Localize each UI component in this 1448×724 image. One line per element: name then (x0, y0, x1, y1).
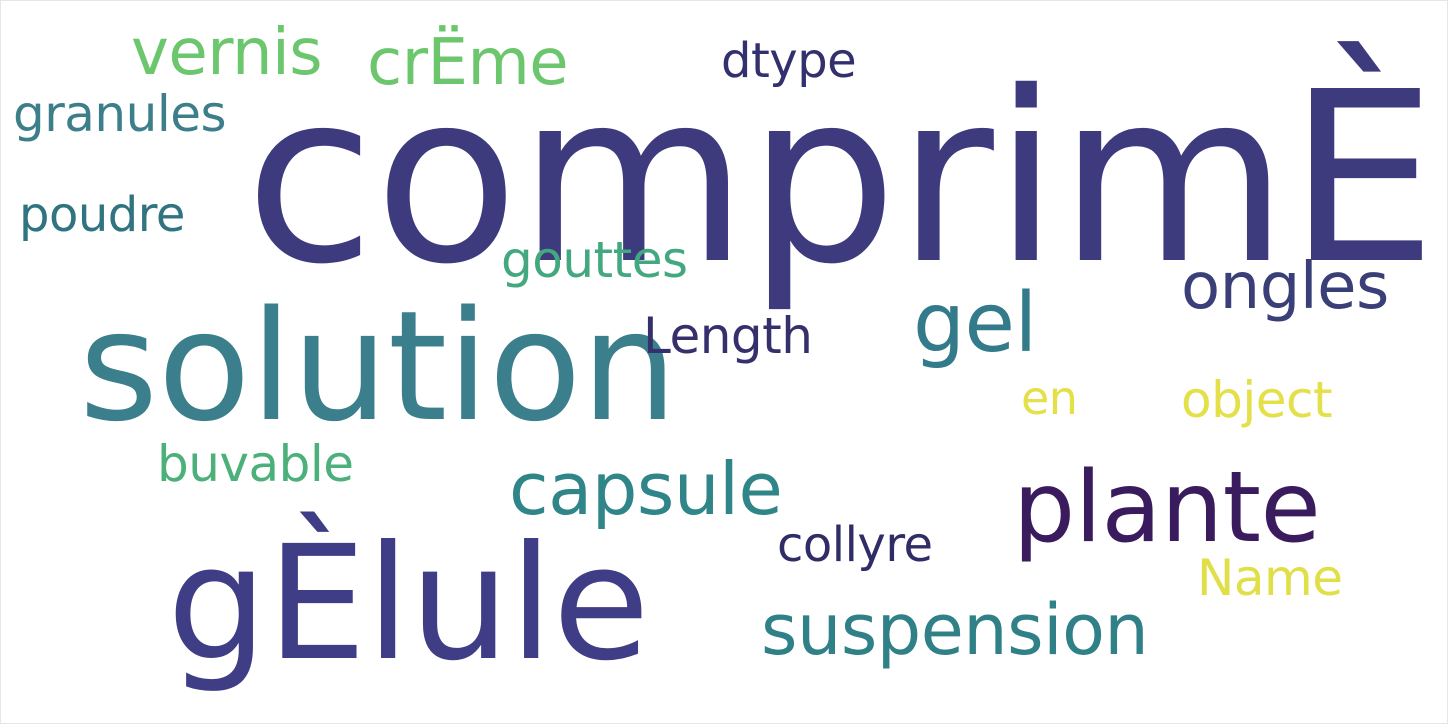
word-dtype: dtype (721, 33, 857, 89)
word-plante: plante (1013, 451, 1321, 565)
word-length: Length (643, 307, 813, 365)
word-comprime: comprimÈ (245, 41, 1437, 316)
word-name: Name (1197, 549, 1343, 607)
word-granules: granules (13, 85, 227, 143)
word-capsule: capsule (509, 447, 783, 531)
word-poudre: poudre (19, 187, 185, 243)
word-gouttes: gouttes (501, 231, 688, 289)
word-gel: gel (913, 276, 1037, 371)
word-en: en (1021, 371, 1078, 425)
word-object: object (1181, 371, 1333, 429)
word-solution: solution (79, 278, 677, 455)
word-creme: crËme (367, 26, 569, 100)
word-suspension: suspension (761, 589, 1149, 671)
word-vernis: vernis (131, 16, 323, 90)
word-gelule: gÈlule (167, 512, 650, 696)
word-collyre: collyre (777, 517, 933, 573)
word-ongles: ongles (1181, 250, 1389, 324)
word-buvable: buvable (157, 435, 354, 493)
